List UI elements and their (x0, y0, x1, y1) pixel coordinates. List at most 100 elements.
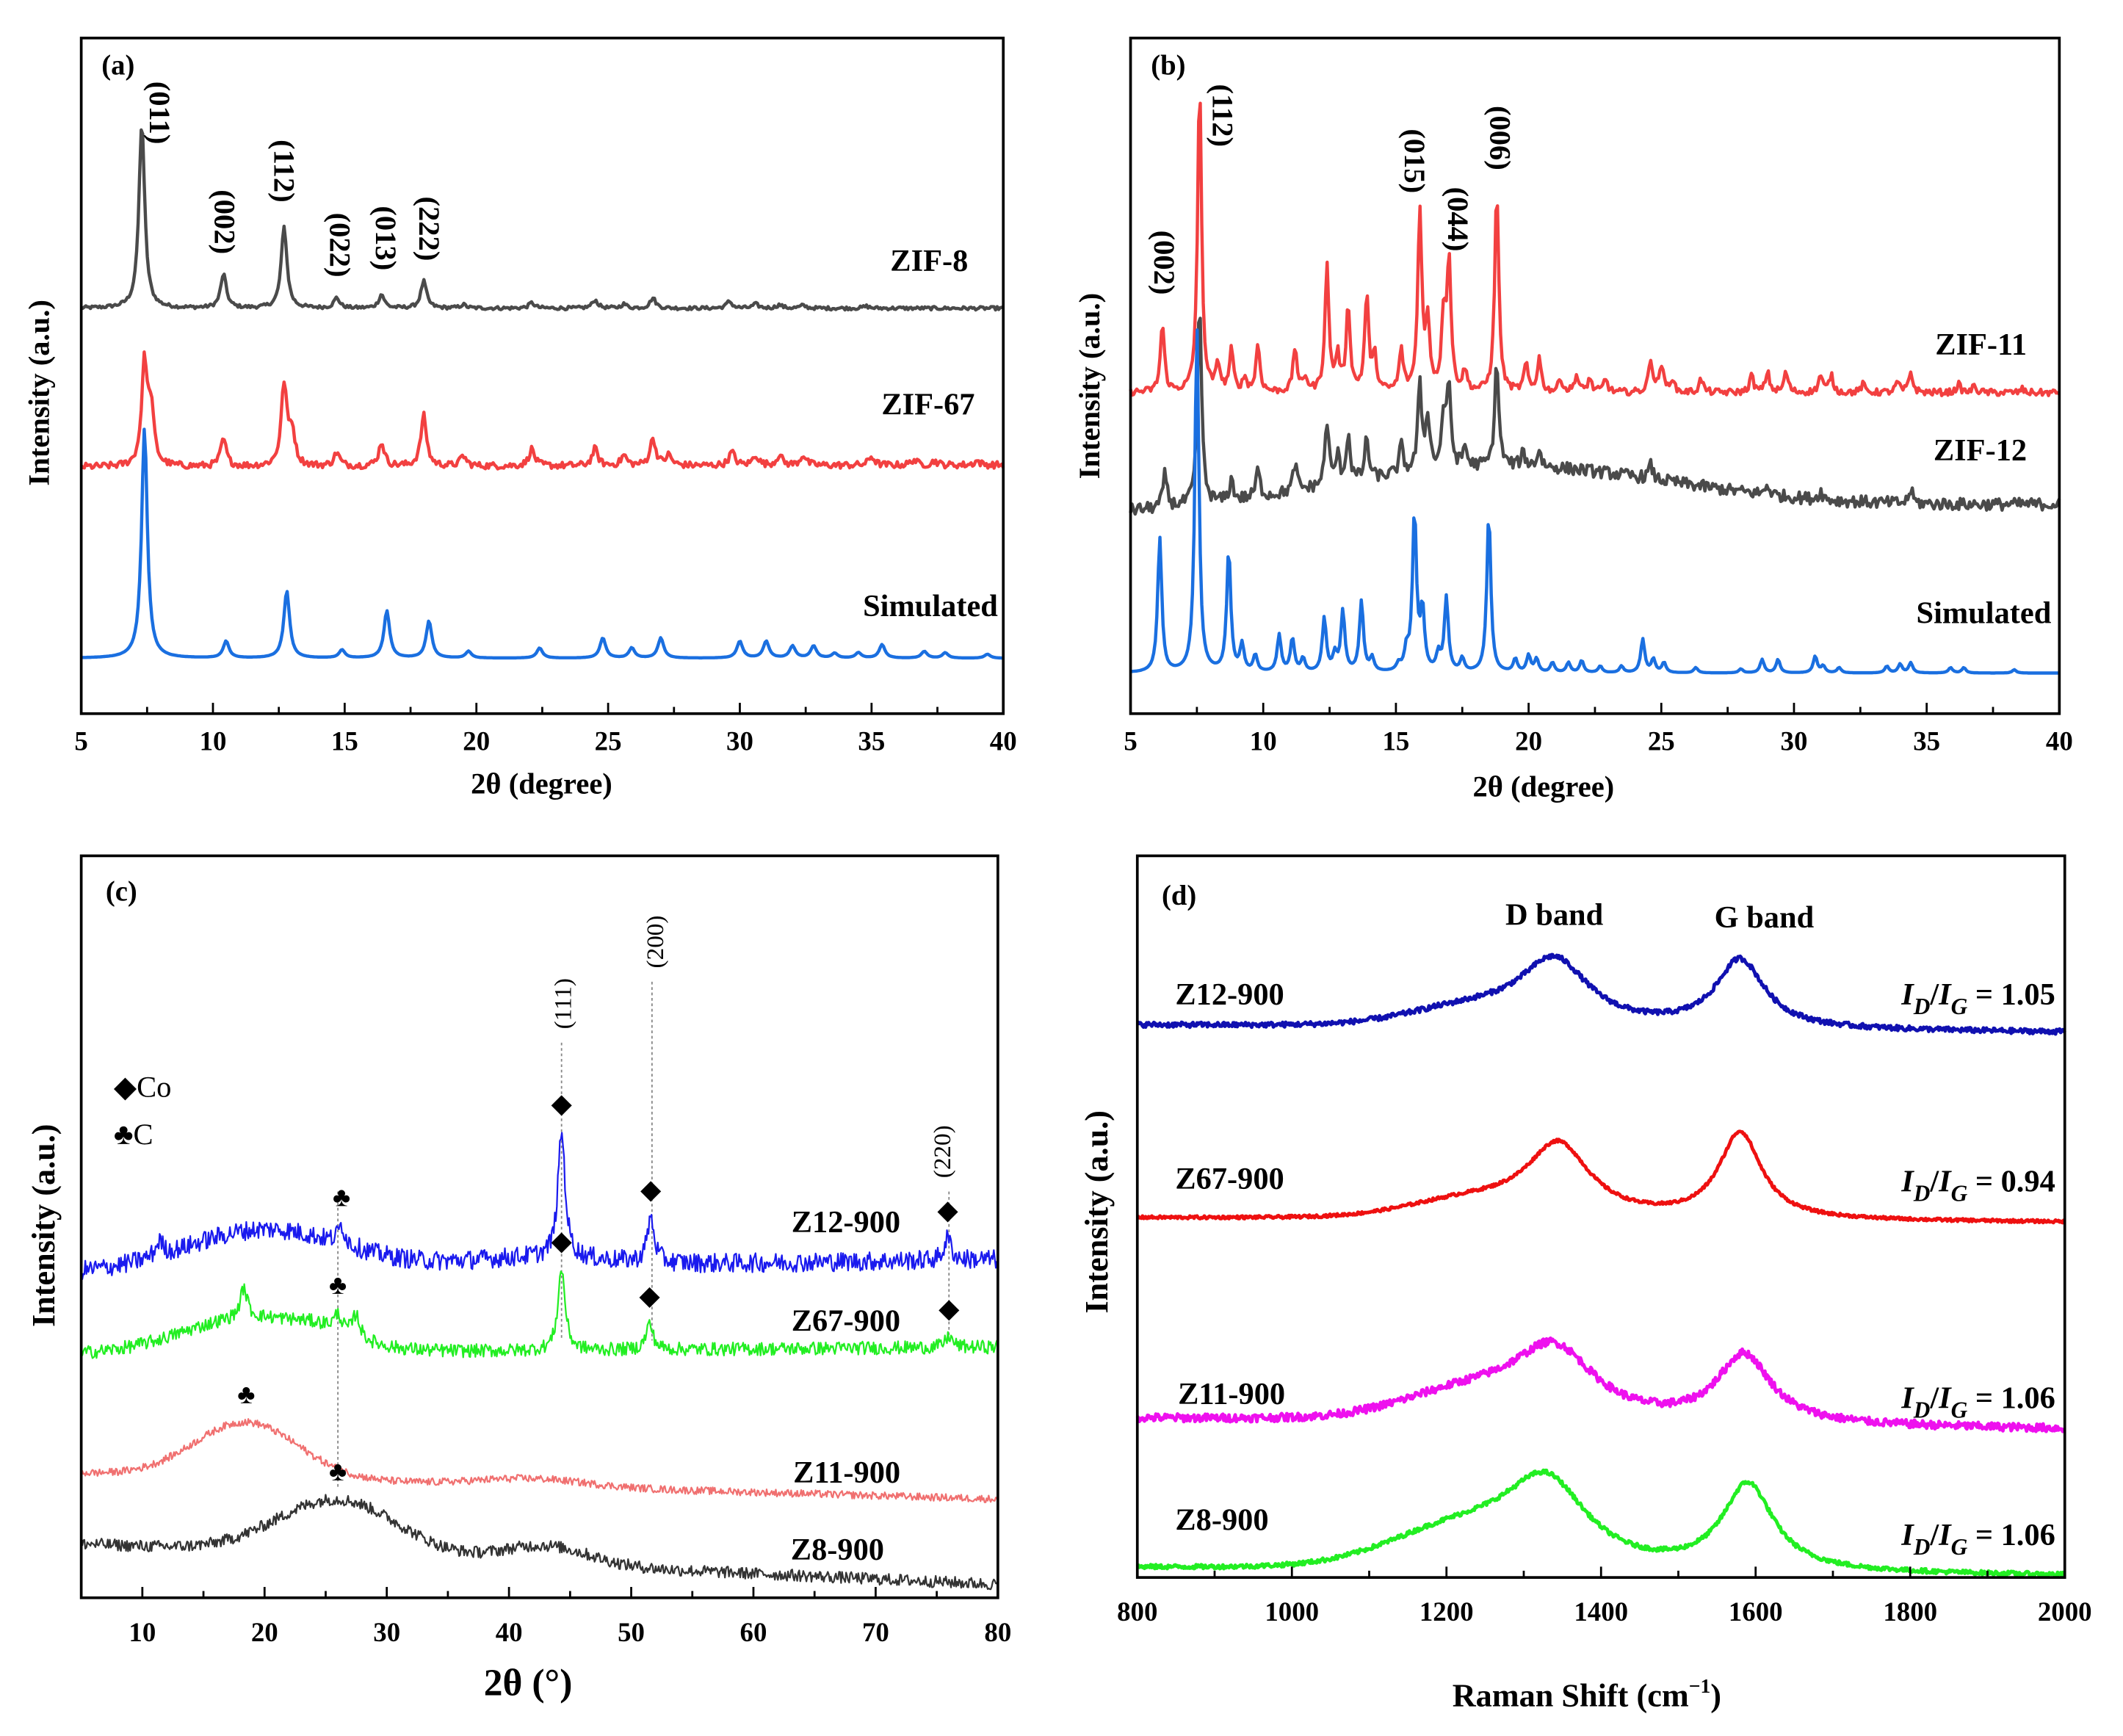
x-tick-label: 1400 (1574, 1596, 1628, 1627)
x-tick-label: 5 (1124, 726, 1137, 756)
series-line-z67-900 (1136, 1129, 2066, 1225)
ratio-part: I (1938, 1381, 1952, 1416)
ratio-part: / (1929, 1165, 1939, 1199)
id-ig-ratio-label: ID/IG = 0.94 (1900, 1165, 2055, 1207)
ratio-part: = 1.05 (1967, 977, 2055, 1012)
series-label-z12: Z12-900 (1175, 977, 1284, 1012)
ratio-part: G (1951, 994, 1968, 1019)
series-line-zif-11 (1129, 101, 2061, 397)
x-tick-label: 25 (1648, 726, 1675, 756)
x-tick-label: 2000 (2038, 1596, 2092, 1627)
panel-label: (a) (101, 51, 134, 82)
x-axis-title: 2θ (degree) (1473, 770, 1615, 803)
ratio-part: D (1913, 994, 1931, 1019)
x-tick-label: 10 (129, 1617, 156, 1647)
peak-index-label: (044) (1442, 187, 1475, 252)
series-label-zif67: ZIF-67 (881, 387, 974, 422)
panel-label: (d) (1162, 880, 1196, 911)
series-line-zif-12 (1129, 317, 2061, 516)
y-axis-title: Intensity (a.u.) (22, 300, 55, 485)
ratio-part: G (1951, 1534, 1968, 1560)
peak-index-label: (015) (1398, 129, 1431, 193)
diamond-icon: ◆ (114, 1071, 137, 1104)
series-label-z67: Z67-900 (1175, 1162, 1284, 1196)
diamond-icon: ◆ (640, 1174, 662, 1204)
series-line-z8-900 (80, 1494, 999, 1591)
x-tick-label: 30 (1781, 726, 1808, 756)
ratio-part: I (1900, 977, 1914, 1012)
x-tick-label: 1800 (1883, 1596, 1937, 1627)
ratio-part: D (1913, 1397, 1931, 1423)
x-tick-label: 10 (200, 726, 227, 756)
club-icon: ♣ (329, 1270, 347, 1300)
peak-index-label: (022) (323, 213, 356, 278)
series-line-z67-900 (80, 1270, 999, 1359)
x-tick-label: 10 (1250, 726, 1277, 756)
id-ig-ratio-label: ID/IG = 1.06 (1900, 1518, 2055, 1560)
ratio-part: G (1951, 1397, 1968, 1423)
ratio-part: D (1913, 1534, 1931, 1560)
series-line-zif-8 (80, 128, 1004, 312)
x-tick-label: 20 (1515, 726, 1542, 756)
diamond-icon: ◆ (938, 1293, 960, 1323)
id-ig-ratio-label: ID/IG = 1.05 (1900, 977, 2055, 1019)
peak-index-label: (002) (1148, 231, 1181, 295)
ratio-part: / (1929, 1381, 1939, 1416)
series-line-z8-900 (1135, 1468, 2066, 1578)
x-tick-label: 35 (1913, 726, 1940, 756)
club-icon: ♣ (237, 1379, 255, 1409)
ratio-part: = 1.06 (1967, 1518, 2055, 1552)
plot-frame (79, 854, 999, 1599)
series-label-z12: Z12-900 (792, 1205, 900, 1240)
x-axis-title: Raman Shift (cm−1) (1453, 1674, 1721, 1713)
x-tick-label: 1600 (1729, 1596, 1783, 1627)
peak-index-label: (220) (929, 1125, 956, 1178)
ratio-part: I (1938, 1165, 1952, 1199)
g-band-label: G band (1715, 900, 1815, 935)
x-tick-label: 15 (331, 726, 358, 756)
x-tick-label: 30 (726, 726, 753, 756)
x-axis-title: 2θ (degree) (471, 767, 612, 800)
peak-index-label: (006) (1483, 106, 1516, 170)
x-tick-label: 20 (463, 726, 490, 756)
ratio-part: G (1951, 1181, 1968, 1207)
y-axis-title: Intensity (a.u.) (1079, 1110, 1115, 1314)
x-tick-label: 35 (858, 726, 885, 756)
series-label-zif11: ZIF-11 (1935, 328, 2027, 362)
series-line-z11-900 (81, 1418, 999, 1503)
panel-label: (b) (1151, 51, 1185, 82)
series-label-z11: Z11-900 (793, 1455, 900, 1490)
diamond-icon: ◆ (551, 1088, 573, 1118)
ratio-part: = 0.94 (1967, 1165, 2055, 1199)
peak-index-label: (200) (642, 916, 669, 969)
x-tick-label: 20 (251, 1617, 278, 1647)
series-label-zif12: ZIF-12 (1934, 433, 2027, 468)
peak-index-label: (011) (143, 82, 176, 145)
peak-index-label: (002) (209, 189, 242, 254)
legend-c: ♣C (114, 1118, 153, 1151)
peak-index-label: (112) (268, 140, 301, 203)
x-tick-label: 40 (496, 1617, 523, 1647)
panel-b: (b) ZIF-11 ZIF-12 Simulated 2θ (degree) … (1073, 36, 2073, 803)
panel-label: (c) (106, 876, 137, 907)
y-axis-title: Intensity (a.u.) (1073, 293, 1106, 479)
ratio-part: I (1900, 1381, 1914, 1416)
club-icon: ♣ (114, 1118, 134, 1151)
x-tick-label: 25 (595, 726, 622, 756)
series-line-simulated (81, 427, 1004, 660)
x-tick-label: 30 (373, 1617, 400, 1647)
series-line-zif-67 (79, 350, 1005, 471)
series-label-z11: Z11-900 (1178, 1377, 1285, 1411)
legend-co: ◆Co (114, 1071, 172, 1104)
series-line-z11-900 (1135, 1336, 2066, 1433)
x-tick-label: 1200 (1419, 1596, 1474, 1627)
x-tick-label: 1000 (1265, 1596, 1319, 1627)
panel-d: (d) D band G band Z12-900 Z67-900 Z11-90… (1079, 854, 2092, 1713)
club-icon: ♣ (329, 1456, 347, 1486)
series-label-z8: Z8-900 (791, 1533, 884, 1567)
x-axis-title: 2θ (°) (484, 1663, 573, 1704)
diamond-icon: ◆ (639, 1281, 660, 1311)
x-tick-label: 5 (74, 726, 87, 756)
series-line-z12-900 (80, 1132, 999, 1281)
